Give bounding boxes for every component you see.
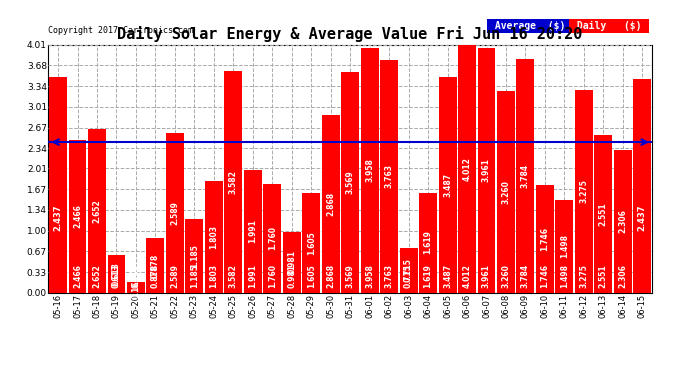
Text: 1.746: 1.746 — [540, 264, 549, 288]
Bar — [127, 282, 145, 292]
Text: 1.991: 1.991 — [248, 264, 257, 288]
Bar — [497, 91, 515, 292]
Text: 1.760: 1.760 — [268, 264, 277, 288]
Text: 0.981: 0.981 — [287, 264, 296, 288]
Text: 3.784: 3.784 — [521, 164, 530, 188]
Text: 1.619: 1.619 — [424, 264, 433, 288]
Bar — [342, 72, 359, 292]
Text: 3.275: 3.275 — [580, 180, 589, 203]
Text: 0.166: 0.166 — [131, 276, 141, 299]
Text: 2.589: 2.589 — [170, 201, 179, 225]
Text: 1.185: 1.185 — [190, 244, 199, 268]
Bar — [477, 48, 495, 292]
Text: 2.437: 2.437 — [638, 204, 647, 231]
Bar — [224, 71, 242, 292]
Bar — [361, 48, 379, 292]
Text: 0.715: 0.715 — [404, 258, 413, 282]
Text: Copyright 2017 Cartronics.com: Copyright 2017 Cartronics.com — [48, 26, 193, 35]
Bar — [244, 170, 262, 292]
Bar — [614, 150, 632, 292]
Text: 3.569: 3.569 — [346, 171, 355, 194]
Text: 3.260: 3.260 — [502, 180, 511, 204]
Text: 2.868: 2.868 — [326, 263, 335, 288]
Text: 2.551: 2.551 — [599, 264, 608, 288]
Text: 0.981: 0.981 — [287, 250, 296, 274]
Text: 3.582: 3.582 — [229, 264, 238, 288]
Text: 2.652: 2.652 — [92, 264, 101, 288]
Bar — [186, 219, 204, 292]
Text: 4.012: 4.012 — [462, 264, 471, 288]
Bar — [536, 185, 554, 292]
Text: 1.803: 1.803 — [209, 225, 218, 249]
Text: 0.878: 0.878 — [151, 263, 160, 288]
Bar — [633, 78, 651, 292]
Text: 1.803: 1.803 — [209, 264, 218, 288]
Text: 3.582: 3.582 — [229, 170, 238, 194]
Bar — [575, 90, 593, 292]
Text: 1.619: 1.619 — [424, 231, 433, 255]
Bar — [419, 193, 437, 292]
Title: Daily Solar Energy & Average Value Fri Jun 16 20:20: Daily Solar Energy & Average Value Fri J… — [117, 27, 583, 42]
Text: 1.605: 1.605 — [307, 231, 316, 255]
Text: Daily   ($): Daily ($) — [571, 21, 647, 32]
Text: 3.958: 3.958 — [365, 264, 374, 288]
Text: 4.012: 4.012 — [462, 157, 471, 181]
Text: 2.868: 2.868 — [326, 192, 335, 216]
Text: 3.487: 3.487 — [443, 263, 452, 288]
Bar — [68, 140, 86, 292]
Bar — [517, 59, 535, 292]
Text: 1.498: 1.498 — [560, 264, 569, 288]
Bar — [166, 133, 184, 292]
Bar — [380, 60, 398, 292]
Text: 3.961: 3.961 — [482, 158, 491, 182]
Text: 3.763: 3.763 — [384, 264, 393, 288]
Text: 2.437: 2.437 — [54, 204, 63, 231]
Text: 1.605: 1.605 — [307, 264, 316, 288]
Bar — [108, 255, 126, 292]
Text: 3.763: 3.763 — [384, 164, 393, 188]
Text: 2.466: 2.466 — [73, 264, 82, 288]
Bar — [400, 248, 417, 292]
Bar — [458, 45, 476, 292]
Text: 0.878: 0.878 — [151, 253, 160, 278]
Text: 1.746: 1.746 — [540, 226, 549, 251]
Text: 3.569: 3.569 — [346, 264, 355, 288]
Text: 3.275: 3.275 — [580, 264, 589, 288]
Text: 2.466: 2.466 — [73, 204, 82, 228]
Text: 0.613: 0.613 — [112, 262, 121, 285]
Text: 0.613: 0.613 — [112, 264, 121, 288]
Text: 0.715: 0.715 — [404, 264, 413, 288]
Text: 2.306: 2.306 — [618, 264, 627, 288]
Text: 2.551: 2.551 — [599, 202, 608, 226]
Text: 3.487: 3.487 — [443, 173, 452, 197]
Text: 3.961: 3.961 — [482, 264, 491, 288]
Text: 0.166: 0.166 — [131, 264, 141, 288]
Bar — [555, 200, 573, 292]
Text: 1.991: 1.991 — [248, 219, 257, 243]
Bar — [88, 129, 106, 292]
Text: 2.589: 2.589 — [170, 264, 179, 288]
Text: 1.760: 1.760 — [268, 226, 277, 250]
Text: 1.498: 1.498 — [560, 234, 569, 258]
Text: 3.784: 3.784 — [521, 263, 530, 288]
Text: 3.260: 3.260 — [502, 264, 511, 288]
Text: 1.185: 1.185 — [190, 264, 199, 288]
Bar — [264, 184, 282, 292]
Bar — [283, 232, 301, 292]
Bar — [146, 238, 164, 292]
Bar — [302, 194, 320, 292]
Text: 2.652: 2.652 — [92, 199, 101, 222]
Bar — [594, 135, 612, 292]
Text: 2.306: 2.306 — [618, 209, 627, 233]
Bar — [439, 77, 457, 292]
Bar — [322, 116, 339, 292]
Bar — [49, 77, 67, 292]
Text: 3.958: 3.958 — [365, 158, 374, 182]
Bar — [205, 181, 223, 292]
Text: Average  ($): Average ($) — [489, 21, 571, 32]
